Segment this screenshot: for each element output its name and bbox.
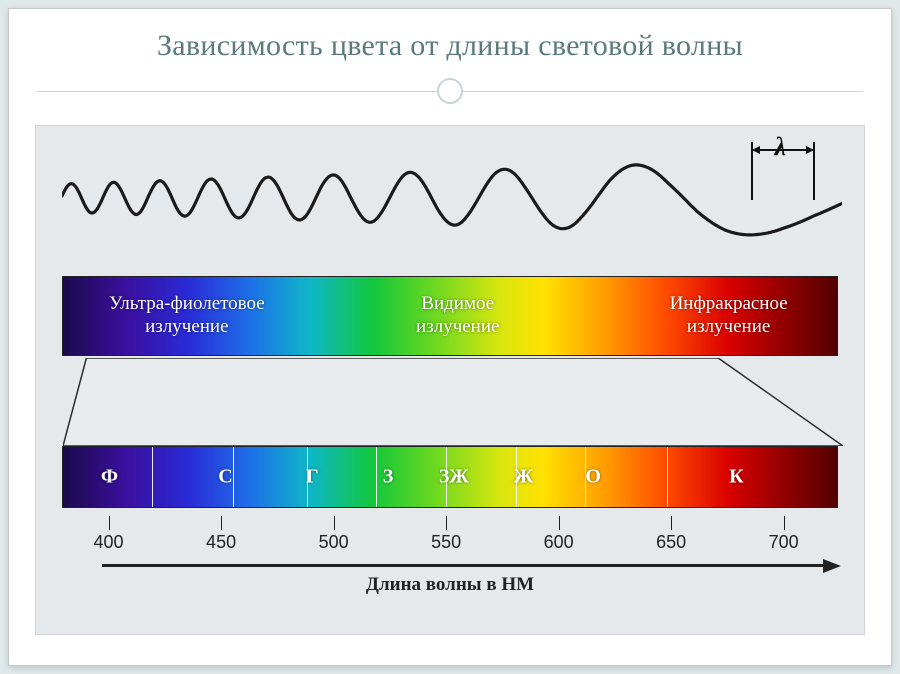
axis-arrowhead-icon — [823, 559, 841, 573]
axis-tick — [221, 516, 222, 530]
axis-tick — [671, 516, 672, 530]
axis-tick — [559, 516, 560, 530]
axis-tick-label: 550 — [431, 532, 461, 553]
axis-tick — [109, 516, 110, 530]
axis-tick-label: 700 — [769, 532, 799, 553]
band-letter: Ж — [514, 466, 534, 489]
axis-label: Длина волны в НМ — [366, 574, 534, 596]
band-letter: К — [729, 466, 744, 489]
band-letter: ЗЖ — [439, 466, 469, 489]
axis-tick-label: 500 — [319, 532, 349, 553]
axis-tick-label: 650 — [656, 532, 686, 553]
band-divider — [376, 447, 377, 507]
band-letter: О — [585, 466, 601, 489]
divider-ring-icon — [437, 78, 463, 104]
axis-tick — [334, 516, 335, 530]
axis-tick-label: 400 — [94, 532, 124, 553]
labeled-spectrum-bar: Ультра-фиолетовоеизлучение Видимоеизлучен… — [62, 276, 838, 356]
band-divider — [233, 447, 234, 507]
slide-title: Зависимость цвета от длины световой волн… — [9, 9, 891, 71]
band-letter: С — [218, 466, 232, 489]
region-label: Инфракрасноеизлучение — [636, 293, 822, 339]
band-divider — [667, 447, 668, 507]
diagram-panel: λ Ультра-фиолетовоеизлучение Видимоеизлуч… — [35, 125, 865, 635]
wavelength-axis: Длина волны в НМ 400 450 500 550 600 650 700 — [62, 516, 838, 606]
axis-tick — [446, 516, 447, 530]
band-divider — [152, 447, 153, 507]
color-band-bar: Ф С Г З ЗЖ Ж О К — [62, 446, 838, 508]
band-letter: Ф — [101, 466, 118, 489]
axis-tick — [784, 516, 785, 530]
wave-curve — [62, 140, 842, 250]
axis-tick-label: 600 — [544, 532, 574, 553]
trapezoid-guide — [63, 358, 843, 446]
region-label: Видимоеизлучение — [380, 293, 535, 339]
lambda-symbol: λ — [774, 132, 786, 162]
axis-tick-label: 450 — [206, 532, 236, 553]
band-letter: З — [383, 466, 394, 489]
band-letter: Г — [306, 466, 319, 489]
slide-card: Зависимость цвета от длины световой волн… — [8, 8, 892, 666]
region-label: Ультра-фиолетовоеизлучение — [78, 293, 295, 339]
axis-line — [102, 564, 826, 567]
title-divider — [9, 75, 891, 107]
